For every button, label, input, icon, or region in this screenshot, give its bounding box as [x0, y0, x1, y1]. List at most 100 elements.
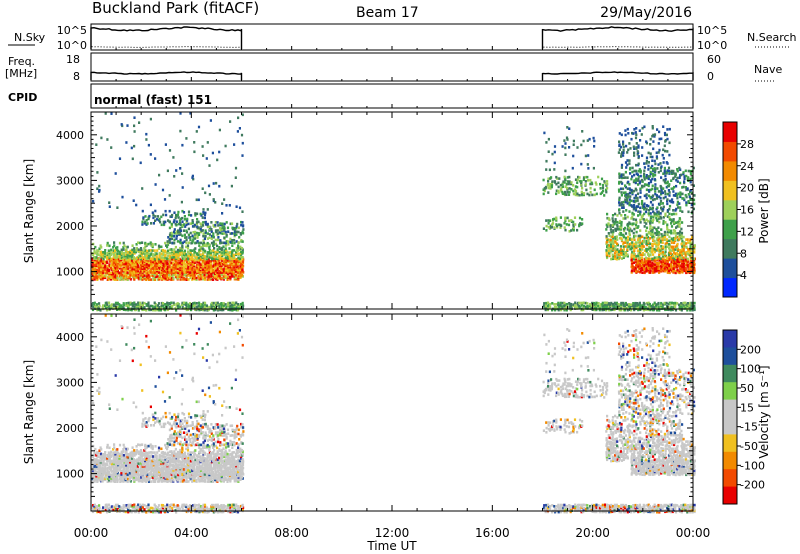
- power-cell: [126, 253, 129, 257]
- power-cell: [110, 248, 113, 252]
- power-cell: [612, 254, 615, 258]
- power-cell: [177, 210, 180, 214]
- power-cell: [191, 240, 194, 243]
- velocity-cell: [93, 467, 96, 471]
- power-cell: [136, 271, 139, 274]
- power-cell: [618, 140, 621, 144]
- power-cell: [161, 304, 165, 308]
- power-cell: [642, 245, 645, 248]
- power-cell: [652, 253, 655, 256]
- cpid-value: normal (fast) 151: [94, 93, 212, 107]
- power-cell: [652, 215, 655, 219]
- power-cell: [649, 219, 652, 222]
- power-cell: [127, 306, 130, 309]
- velocity-cell: [135, 476, 138, 479]
- power-cell: [154, 219, 157, 222]
- power-cell: [151, 249, 154, 252]
- power-cell: [642, 218, 645, 221]
- power-cell: [129, 259, 132, 262]
- power-cell: [108, 304, 111, 308]
- power-cell: [199, 212, 202, 216]
- power-cell: [129, 249, 132, 253]
- power-cell: [647, 188, 650, 192]
- power-cell: [131, 244, 134, 247]
- power-cell: [580, 193, 583, 197]
- power-cell: [681, 259, 684, 262]
- power-cell: [104, 265, 107, 269]
- power-cell: [225, 253, 228, 257]
- power-cell: [156, 278, 159, 281]
- power-cell: [225, 233, 228, 237]
- power-cell: [649, 188, 652, 192]
- power-cell: [655, 155, 658, 158]
- power-cell: [233, 270, 236, 273]
- velocity-cell: [208, 480, 211, 483]
- power-cell: [678, 231, 681, 235]
- power-cell: [208, 164, 211, 167]
- power-cell: [95, 259, 98, 262]
- power-cell: [168, 254, 171, 258]
- power-cell: [645, 204, 648, 207]
- power-cell: [210, 270, 213, 273]
- power-cell: [668, 246, 671, 250]
- power-cell: [177, 216, 180, 219]
- power-cell: [605, 236, 608, 240]
- power-cell: [649, 253, 652, 257]
- power-cell: [624, 226, 627, 230]
- power-cell: [580, 301, 583, 305]
- power-cell: [614, 245, 617, 248]
- power-cell: [150, 274, 153, 277]
- power-cell: [179, 240, 182, 244]
- power-cell: [593, 145, 596, 148]
- power-cell: [223, 276, 226, 280]
- power-cell: [157, 302, 161, 305]
- power-cell: [666, 264, 669, 267]
- power-cell: [202, 232, 205, 235]
- power-cell: [242, 228, 245, 231]
- power-cell: [630, 271, 633, 274]
- power-cell: [205, 304, 208, 307]
- power-cell: [618, 180, 621, 184]
- power-cell: [113, 241, 116, 244]
- power-cells: [91, 112, 696, 312]
- power-cell: [127, 301, 130, 305]
- power-cell: [168, 256, 172, 259]
- power-cell: [99, 271, 102, 274]
- power-cell: [158, 272, 161, 276]
- power-cell: [634, 209, 637, 212]
- power-cell: [212, 278, 215, 281]
- power-cell: [150, 261, 153, 265]
- power-cell: [668, 204, 672, 208]
- power-cell: [628, 159, 631, 162]
- power-cell: [605, 223, 608, 227]
- nave-tick-bottom: 0: [707, 70, 714, 83]
- power-cell: [233, 261, 236, 265]
- power-cell: [102, 251, 105, 254]
- power-cell: [633, 256, 636, 259]
- power-cell: [239, 263, 243, 266]
- power-cell: [203, 213, 207, 217]
- power-cell: [145, 269, 148, 273]
- power-cell: [175, 234, 178, 238]
- velocity-cell: [108, 477, 111, 480]
- power-cell: [689, 303, 692, 306]
- power-cell: [634, 303, 637, 306]
- power-cell: [629, 147, 632, 150]
- power-cell: [229, 222, 232, 226]
- power-cell: [643, 271, 646, 275]
- power-cell: [126, 124, 129, 127]
- colorbar-tick-label: 28: [740, 138, 754, 151]
- power-cell: [123, 303, 126, 307]
- power-cell: [185, 223, 188, 227]
- velocity-cell: [108, 474, 111, 478]
- power-cell: [574, 185, 577, 188]
- velocity-cell: [147, 478, 150, 482]
- power-cell: [634, 181, 637, 185]
- power-cell: [688, 267, 691, 270]
- power-cell: [199, 265, 202, 269]
- power-cell: [110, 252, 113, 255]
- power-cell: [206, 141, 209, 144]
- power-cell: [678, 305, 681, 309]
- power-cell: [187, 303, 190, 306]
- power-cell: [651, 172, 654, 176]
